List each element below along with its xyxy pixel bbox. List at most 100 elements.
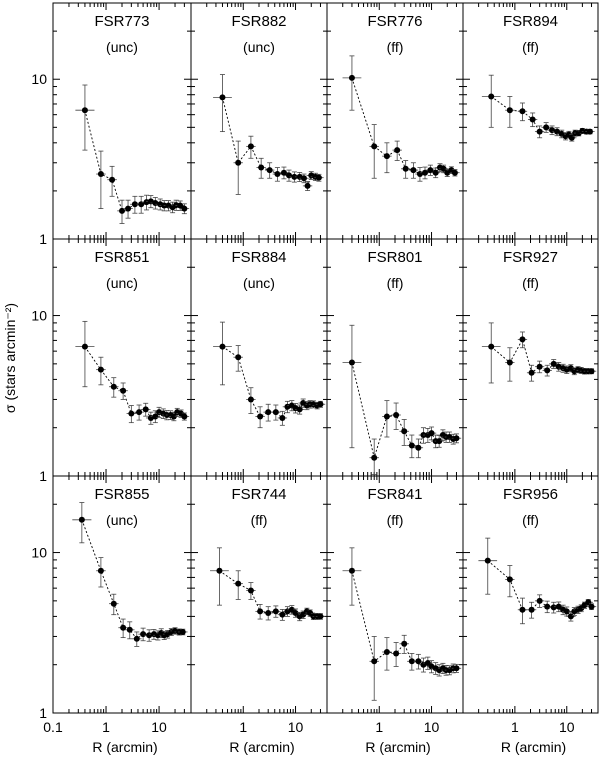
data-point (488, 343, 495, 350)
data-point (304, 182, 311, 189)
data-point (529, 116, 536, 123)
y-tick-label: 10 (31, 71, 47, 87)
panel-name: FSR744 (231, 486, 286, 503)
y-tick-label: 10 (31, 308, 47, 324)
panel-fsr927: FSR927 (ff) (462, 238, 599, 477)
data-point (131, 201, 138, 208)
data-point (401, 640, 408, 647)
panel-label: (unc) (243, 39, 275, 55)
data-point (408, 442, 415, 449)
data-point (567, 613, 574, 620)
data-point (422, 169, 429, 176)
x-axis-label: R (arcmin) (92, 739, 157, 755)
panel-name: FSR894 (503, 13, 558, 30)
data-point (528, 606, 535, 613)
data-point (300, 175, 307, 182)
data-point (247, 396, 254, 403)
data-point (536, 597, 543, 604)
x-tick-label: 1 (239, 719, 247, 735)
data-point (81, 343, 88, 350)
data-point (266, 167, 273, 174)
data-point (453, 435, 460, 442)
y-tick-label: 1 (39, 468, 47, 484)
data-point (415, 658, 422, 665)
data-point (279, 611, 286, 618)
x-tick-label: 10 (559, 719, 575, 735)
y-axis-label: σ (stars arcmin⁻²) (2, 303, 18, 413)
series-line (490, 96, 590, 139)
data-point (453, 665, 460, 672)
data-point (550, 604, 557, 611)
panel-name: FSR776 (367, 13, 422, 30)
data-point (170, 413, 177, 420)
data-point (136, 409, 143, 416)
data-point (138, 201, 145, 208)
data-point (544, 603, 551, 610)
data-point (97, 366, 104, 373)
series-line (219, 570, 321, 617)
data-point (519, 108, 526, 115)
x-tick-label: 0.1 (43, 719, 63, 735)
panel-name: FSR851 (94, 249, 149, 266)
panel-label: (ff) (387, 275, 404, 291)
data-point (371, 143, 378, 150)
panel-label: (ff) (387, 39, 404, 55)
data-point (109, 176, 116, 183)
data-point (519, 336, 526, 343)
panel-fsr773: FSR773 (unc) 1 10 (31, 2, 192, 247)
data-point (119, 207, 125, 214)
data-point (128, 410, 135, 417)
data-point (181, 413, 188, 420)
data-point (436, 438, 443, 445)
data-point (588, 603, 595, 610)
x-axis-label: R (arcmin) (229, 739, 294, 755)
data-point (235, 580, 242, 587)
panel-fsr851: FSR851 (unc) 1 10 (31, 238, 192, 484)
data-point (97, 567, 104, 574)
data-point (125, 205, 132, 212)
data-point (216, 567, 223, 574)
panel-label: (unc) (106, 39, 138, 55)
panel-fsr882: FSR882 (unc) (190, 2, 328, 240)
series-line (351, 77, 456, 175)
data-point (179, 628, 186, 635)
data-point (235, 159, 242, 166)
data-point (550, 360, 557, 367)
x-tick-label: 10 (424, 719, 440, 735)
data-point (126, 626, 133, 633)
panel-label: (ff) (387, 512, 404, 528)
data-point (181, 205, 188, 212)
data-point (394, 147, 401, 154)
panel-grid: FSR773(unc)110FSR882(unc)FSR776(ff)FSR89… (31, 2, 599, 735)
data-point (315, 174, 322, 181)
series-line (81, 519, 183, 640)
data-point (140, 631, 147, 638)
panel-fsr884: FSR884 (unc) (190, 238, 328, 477)
panel-label: (ff) (522, 512, 539, 528)
data-point (272, 608, 279, 615)
data-point (371, 454, 378, 461)
x-axis-label: R (arcmin) (501, 739, 566, 755)
data-point (488, 93, 495, 100)
data-point (317, 613, 324, 620)
panel-name: FSR801 (367, 249, 422, 266)
series-line (84, 110, 185, 212)
panel-fsr801: FSR801 (ff) (326, 238, 464, 477)
y-tick-label: 1 (39, 231, 47, 247)
x-tick-label: 1 (102, 719, 110, 735)
data-point (416, 171, 423, 178)
data-point (142, 406, 149, 413)
data-point (401, 428, 408, 435)
data-point (410, 167, 417, 174)
data-point (78, 516, 85, 523)
data-point (177, 202, 184, 209)
data-point (432, 169, 439, 176)
data-point (408, 658, 415, 665)
data-point (543, 124, 550, 131)
data-point (247, 587, 254, 594)
data-point (563, 608, 570, 615)
data-point (536, 363, 543, 370)
data-point (120, 624, 127, 631)
axis-labels: R (arcmin) R (arcmin) R (arcmin) R (arcm… (2, 303, 566, 755)
